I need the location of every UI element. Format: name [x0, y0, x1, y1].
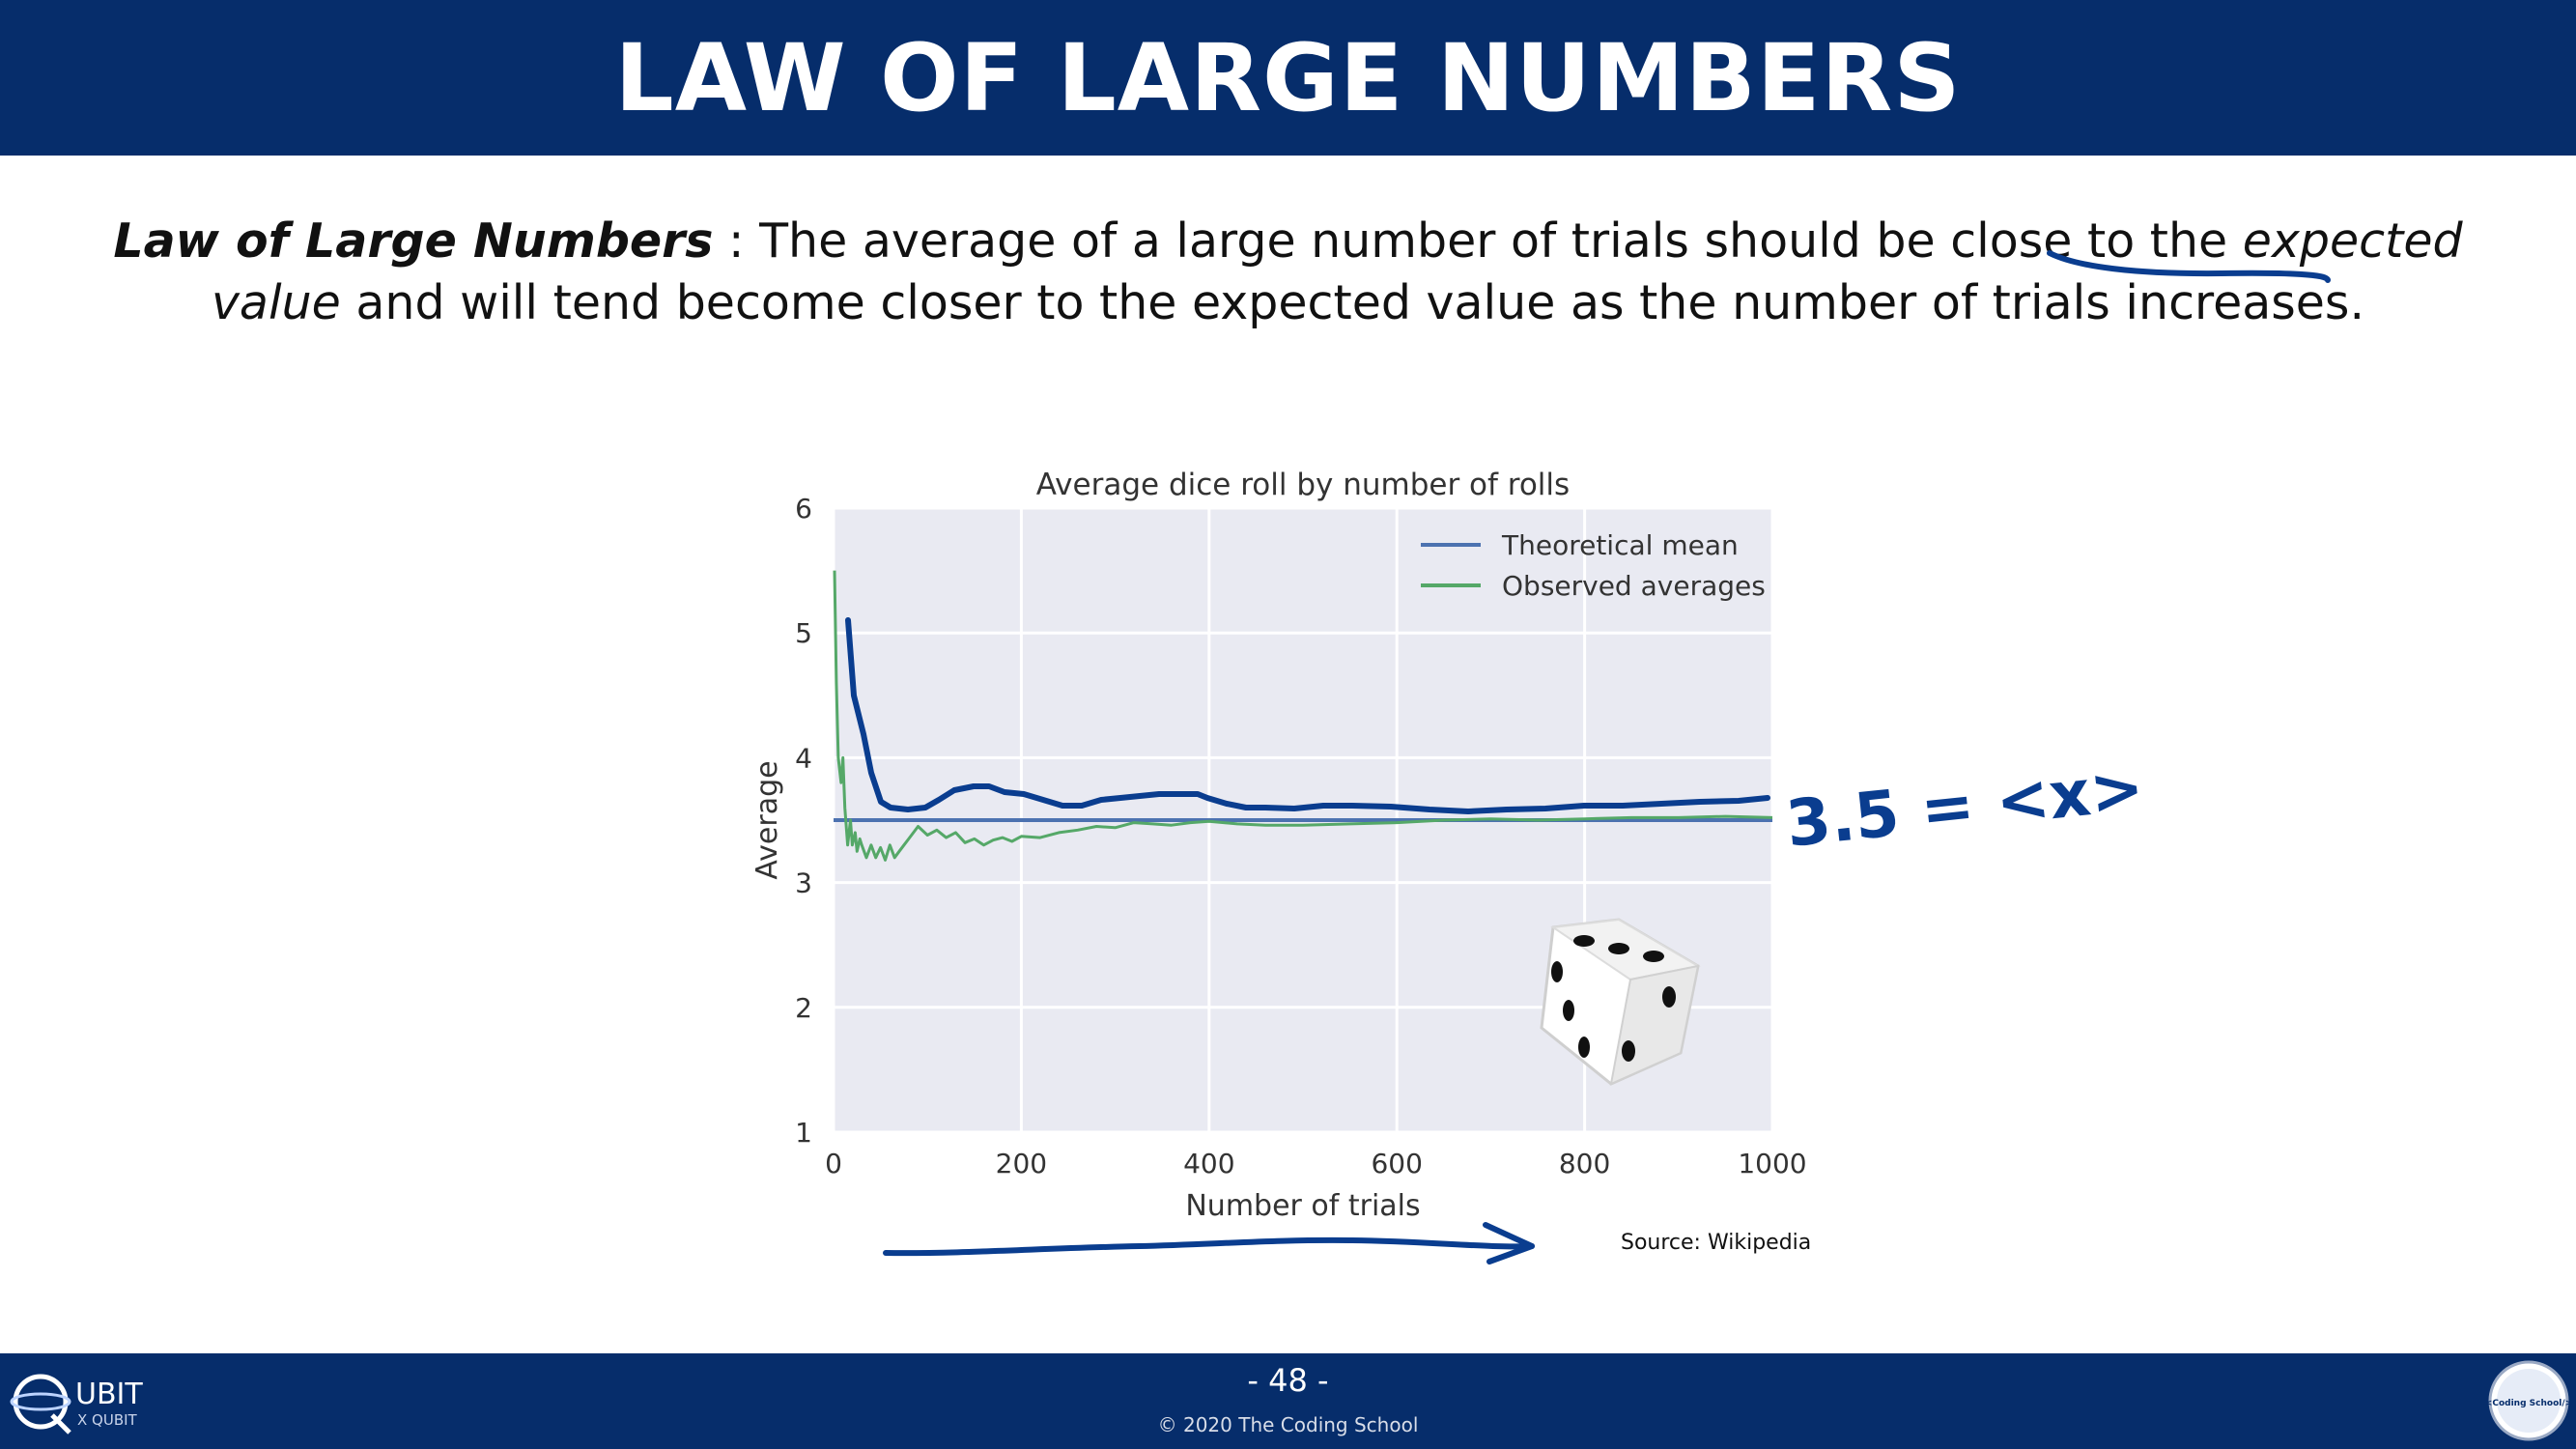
series-lines — [833, 570, 1773, 862]
title-bar: LAW OF LARGE NUMBERS — [0, 0, 2576, 156]
x-tick-label: 600 — [1371, 1148, 1422, 1179]
legend: Theoretical mean Observed averages — [1421, 529, 1766, 602]
observed-averages-line — [833, 570, 1773, 862]
definition-text: Law of Large Numbers : The average of a … — [87, 211, 2489, 334]
qubit-logo-subtext: X QUBIT — [77, 1411, 138, 1429]
x-tick-label: 200 — [996, 1148, 1047, 1179]
definition-part1: : The average of a large number of trial… — [713, 213, 2243, 269]
definition-term: Law of Large Numbers — [113, 213, 714, 269]
source-caption: Source: Wikipedia — [1621, 1231, 1812, 1255]
handwritten-expression: 3.5 = <x> — [1783, 751, 2147, 862]
coding-school-logo-text: <Coding School/> — [2487, 1399, 2570, 1408]
coding-school-logo: <Coding School/> — [2487, 1360, 2570, 1441]
footer-bar — [0, 1353, 2576, 1449]
legend-label-theoretical: Theoretical mean — [1501, 529, 1739, 561]
page-number: - 48 - — [1247, 1362, 1329, 1399]
y-tick-label: 4 — [795, 742, 812, 774]
x-tick-label: 0 — [825, 1148, 842, 1179]
x-axis-label: Number of trials — [1185, 1189, 1420, 1223]
x-tick-label: 800 — [1559, 1148, 1610, 1179]
y-axis-label: Average — [750, 760, 784, 879]
arrow-head — [1483, 1222, 1535, 1264]
die-icon — [1540, 918, 1701, 1086]
qubit-logo-text: UBIT — [75, 1378, 143, 1411]
y-tick-label: 3 — [795, 867, 812, 899]
qubit-logo: UBIT X QUBIT — [10, 1374, 143, 1435]
x-tick-label: 400 — [1183, 1148, 1234, 1179]
expected-value-term: expected value — [211, 213, 2463, 330]
chart-title: Average dice roll by number of rolls — [1036, 468, 1570, 502]
legend-label-observed: Observed averages — [1502, 570, 1766, 602]
y-tick-label: 1 — [795, 1117, 812, 1149]
hand-drawn-underline — [2047, 250, 2331, 283]
y-tick-label: 6 — [795, 493, 812, 525]
copyright-text: © 2020 The Coding School — [1157, 1413, 1419, 1436]
hand-drawn-curve — [845, 617, 1770, 814]
page-title: LAW OF LARGE NUMBERS — [614, 23, 1962, 132]
x-tick-label: 1000 — [1738, 1148, 1806, 1179]
y-tick-label: 5 — [795, 617, 812, 649]
definition-part2: and will tend become closer to the expec… — [340, 275, 2365, 330]
hand-drawn-arrow — [883, 1236, 1535, 1257]
y-tick-label: 2 — [795, 992, 812, 1024]
tick-labels: 0 200 400 600 800 1000 1 2 3 4 5 6 — [795, 493, 1806, 1179]
